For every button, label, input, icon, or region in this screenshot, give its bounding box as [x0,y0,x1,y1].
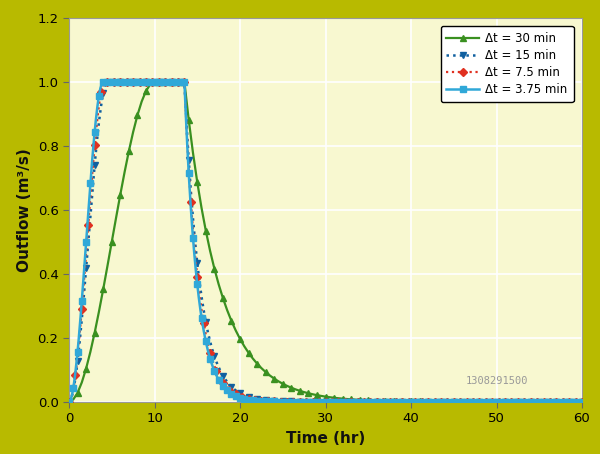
Δt = 3.75 min [65,399,73,405]
Δt = 15 min [358,399,365,405]
Δt = 3.75 min [423,399,430,405]
Δt = 7.5 min [102,79,109,85]
Line: Δt = 15 min: Δt = 15 min [65,79,587,405]
Line: Δt = 7.5 min: Δt = 7.5 min [66,79,586,405]
Text: 1308291500: 1308291500 [466,376,528,386]
Δt = 3.75 min [425,399,432,405]
Δt = 3.75 min [250,398,257,403]
Δt = 30 min [352,397,359,402]
Δt = 7.5 min [295,399,302,405]
Δt = 7.5 min [231,391,238,396]
Δt = 15 min [82,266,90,271]
Δt = 3.75 min [376,399,383,405]
Δt = 7.5 min [65,399,73,405]
Δt = 15 min [335,399,342,405]
Δt = 15 min [251,396,259,401]
Δt = 3.75 min [100,79,107,85]
X-axis label: Time (hr): Time (hr) [286,431,365,446]
Legend: Δt = 30 min, Δt = 15 min, Δt = 7.5 min, Δt = 3.75 min: Δt = 30 min, Δt = 15 min, Δt = 7.5 min, … [440,26,574,102]
Δt = 3.75 min [306,399,313,405]
Δt = 15 min [65,399,73,405]
Δt = 30 min [570,399,577,405]
Line: Δt = 3.75 min: Δt = 3.75 min [66,79,586,405]
Δt = 30 min [236,336,244,341]
Δt = 7.5 min [352,399,359,405]
Δt = 15 min [410,399,417,405]
Δt = 30 min [65,399,73,405]
Δt = 7.5 min [392,399,400,405]
Δt = 30 min [190,150,197,156]
Δt = 15 min [341,399,349,405]
Δt = 15 min [104,79,111,85]
Δt = 30 min [151,79,158,85]
Δt = 30 min [583,399,590,405]
Δt = 15 min [581,399,588,405]
Δt = 7.5 min [580,399,587,405]
Line: Δt = 30 min: Δt = 30 min [65,79,590,405]
Δt = 3.75 min [205,350,212,355]
Δt = 30 min [548,399,556,405]
Δt = 7.5 min [550,399,557,405]
Δt = 30 min [399,399,406,404]
Y-axis label: Outflow (m³/s): Outflow (m³/s) [17,148,32,272]
Δt = 3.75 min [579,399,586,405]
Δt = 7.5 min [419,399,427,405]
